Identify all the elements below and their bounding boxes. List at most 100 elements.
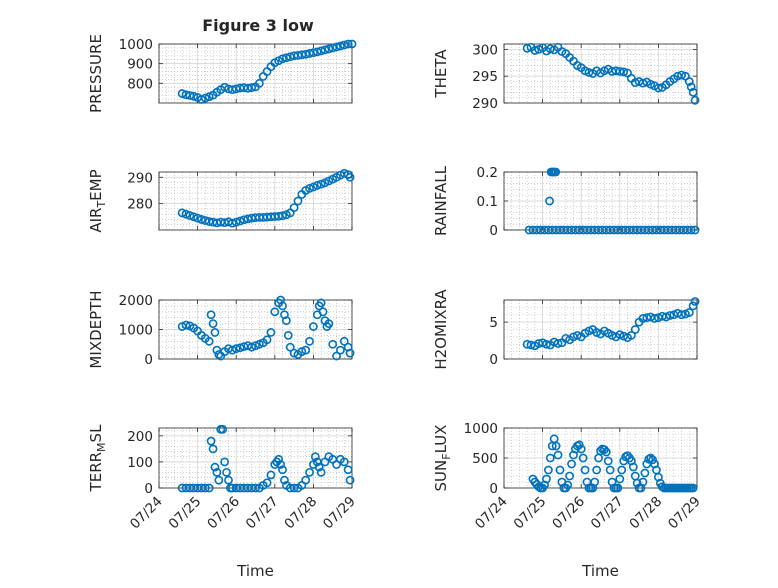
- x-axis-label: Time: [581, 562, 619, 580]
- y-axis-label-2: THETA: [432, 49, 450, 99]
- data-point: [650, 314, 659, 323]
- data-point: [638, 477, 648, 487]
- data-point: [316, 46, 326, 56]
- data-point: [690, 95, 700, 105]
- data-point: [208, 319, 218, 328]
- data-point: [617, 465, 627, 475]
- data-point: [214, 475, 224, 485]
- x-tick-label: 07/27: [243, 494, 282, 533]
- data-point: [251, 483, 260, 493]
- y-tick-label: 0.2: [477, 165, 498, 181]
- data-point: [289, 483, 299, 493]
- data-point: [347, 39, 357, 49]
- data-point: [185, 91, 195, 100]
- data-point: [231, 217, 241, 227]
- data-point: [688, 483, 698, 493]
- data-point: [316, 298, 326, 308]
- data-point: [665, 311, 675, 320]
- x-tick-label: 07/25: [511, 494, 550, 533]
- data-point: [648, 455, 658, 465]
- y-tick-label: 1000: [119, 323, 153, 339]
- y-tick-label: 0: [144, 481, 153, 497]
- data-point: [545, 196, 554, 206]
- data-point: [297, 347, 307, 357]
- subplot-3: 280 290 AIRTEMP: [87, 168, 355, 233]
- data-point: [332, 42, 341, 52]
- data-point: [339, 457, 349, 467]
- data-point: [336, 345, 345, 355]
- data-point: [193, 213, 202, 223]
- data-point: [345, 348, 355, 358]
- y-axis-label-7: TERRMSL: [87, 424, 108, 493]
- data-point: [262, 478, 272, 488]
- data-point: [316, 179, 326, 189]
- y-tick-label: 0.1: [477, 194, 498, 210]
- axes-box: [158, 43, 353, 104]
- figure-title: Figure 3 low: [202, 16, 314, 35]
- data-point: [615, 66, 625, 76]
- data-point: [345, 475, 355, 485]
- data-point: [345, 172, 355, 182]
- data-point: [301, 475, 311, 485]
- data-point: [280, 475, 289, 485]
- data-point: [289, 203, 299, 212]
- data-point: [628, 462, 638, 472]
- data-point: [270, 307, 280, 317]
- y-tick-label: 0: [489, 481, 498, 497]
- data-point: [227, 218, 237, 228]
- data-point: [654, 83, 663, 93]
- data-point: [181, 90, 191, 100]
- data-point: [584, 68, 594, 77]
- data-point: [320, 45, 330, 55]
- data-point: [206, 436, 216, 446]
- data-point: [690, 297, 700, 306]
- x-tick-label: 07/26: [204, 494, 243, 533]
- y-axis-label-8: SUNFLUX: [432, 425, 453, 492]
- data-point: [543, 465, 553, 475]
- y-tick-label: 100: [127, 455, 153, 471]
- data-point: [262, 335, 272, 345]
- data-point: [542, 474, 551, 484]
- data-point: [314, 462, 324, 472]
- y-tick-label: 0: [489, 352, 498, 368]
- data-point: [206, 310, 216, 320]
- data-point: [613, 483, 623, 493]
- y-tick-label: 800: [127, 76, 153, 92]
- data-point: [218, 424, 228, 434]
- data-point: [274, 454, 284, 464]
- data-point: [266, 328, 276, 337]
- x-tick-label: 07/29: [665, 494, 704, 533]
- subplot-8: 0 500 1000 SUNFLUX 07/24 07/25 07/26 07/27 07/28…: [432, 421, 704, 580]
- x-tick-label: 07/24: [472, 494, 511, 533]
- data-point: [301, 49, 311, 59]
- data-point: [254, 339, 264, 349]
- data-point: [324, 44, 334, 54]
- data-point: [222, 467, 231, 477]
- data-point: [177, 208, 187, 218]
- x-axis-label: Time: [236, 562, 274, 580]
- data-point: [278, 301, 287, 311]
- data-point: [324, 319, 334, 328]
- data-point: [204, 336, 214, 346]
- data-point: [247, 83, 257, 93]
- data-point: [684, 308, 694, 317]
- data-point: [235, 343, 245, 353]
- x-tick-label: 07/27: [588, 494, 627, 533]
- data-point: [285, 342, 295, 352]
- data-point: [661, 312, 671, 322]
- data-point: [274, 211, 284, 221]
- data-point: [254, 78, 264, 88]
- data-point: [200, 93, 210, 103]
- data-point: [551, 441, 561, 451]
- data-point: [688, 87, 698, 97]
- data-point: [596, 446, 605, 456]
- data-point: [601, 447, 611, 457]
- y-tick-label: 280: [127, 197, 153, 213]
- data-point: [189, 91, 199, 101]
- data-point: [278, 465, 287, 475]
- data-point: [305, 467, 314, 477]
- data-point: [522, 43, 532, 53]
- data-point: [283, 330, 293, 340]
- subplot-7: 0 100 200 TERRMSL 07/24 07/25 07/26 07/27 07/28 0…: [87, 424, 359, 580]
